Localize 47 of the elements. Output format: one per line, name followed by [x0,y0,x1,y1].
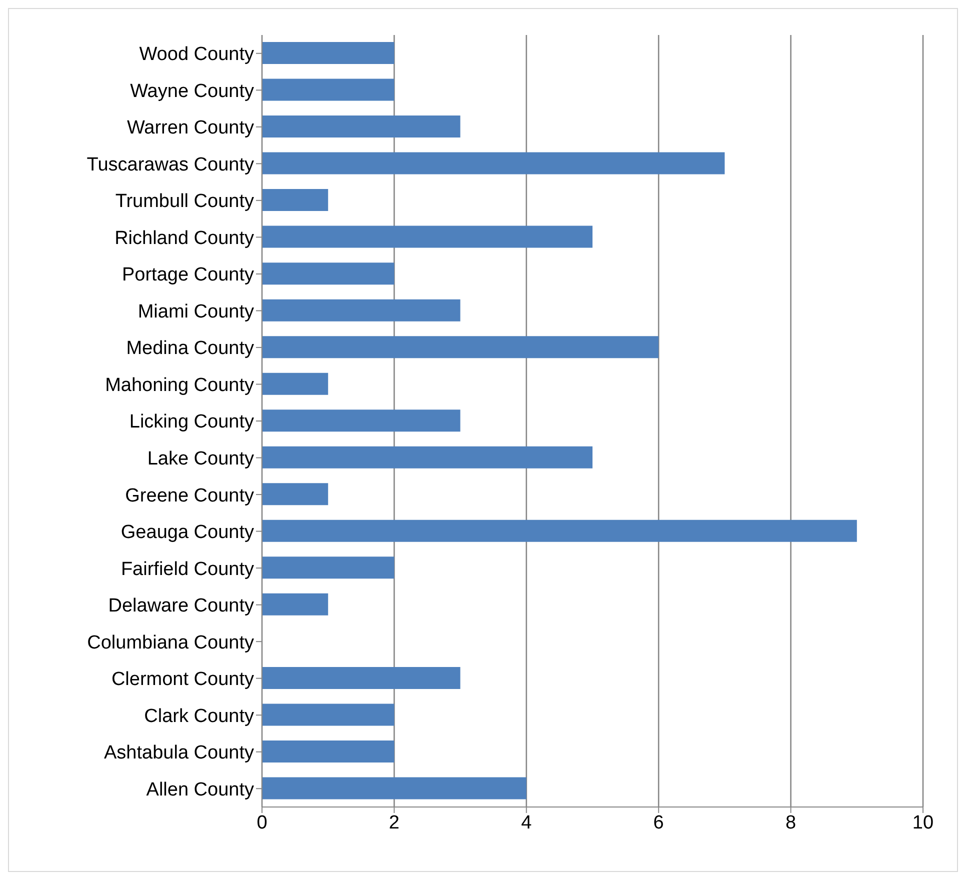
y-tick-label: Licking County [129,412,254,433]
y-tick-label: Lake County [147,448,254,470]
y-tick-label: Fairfield County [120,558,254,580]
y-tick-label: Ashtabula County [104,742,254,764]
y-tick-label: Trumbull County [115,191,254,212]
bar [262,740,394,762]
y-tick-label: Mahoning County [105,374,254,396]
bar [262,42,394,64]
y-tick-label: Allen County [146,779,254,800]
bar [262,152,725,174]
bar [262,777,526,800]
bar [262,336,659,358]
bar [262,189,328,212]
bar [262,372,328,395]
bar [262,666,460,689]
y-tick-label: Miami County [138,301,254,322]
y-tick-label: Medina County [126,338,254,360]
bar [262,483,328,506]
y-tick-label: Columbiana County [87,632,254,654]
y-tick-label: Wayne County [130,80,254,102]
x-tick-label: 8 [786,812,796,834]
bar [262,704,394,726]
bar [262,116,460,138]
y-tick-label: Clermont County [111,669,254,690]
bar [262,556,394,579]
bar [262,78,394,101]
x-tick-label: 10 [912,812,934,834]
y-tick-label: Richland County [114,228,254,249]
bar [262,520,857,542]
bar [262,299,460,322]
bar [262,410,460,432]
y-tick-label: Greene County [125,485,254,506]
bar [262,262,394,285]
x-tick-label: 2 [388,812,400,834]
y-tick-label: Warren County [126,118,254,139]
bar [262,226,592,248]
x-tick-label: 0 [256,812,268,834]
y-tick-label: Wood County [139,44,254,66]
bar [262,593,328,616]
y-tick-label: Clark County [144,706,254,727]
y-tick-label: Portage County [122,264,254,286]
x-tick-label: 4 [521,812,532,834]
y-tick-label: Tuscarawas County [86,154,254,176]
x-tick-label: 6 [653,812,664,834]
y-tick-label: Geauga County [120,522,254,544]
y-tick-label: Delaware County [108,596,254,617]
bar [262,446,592,468]
